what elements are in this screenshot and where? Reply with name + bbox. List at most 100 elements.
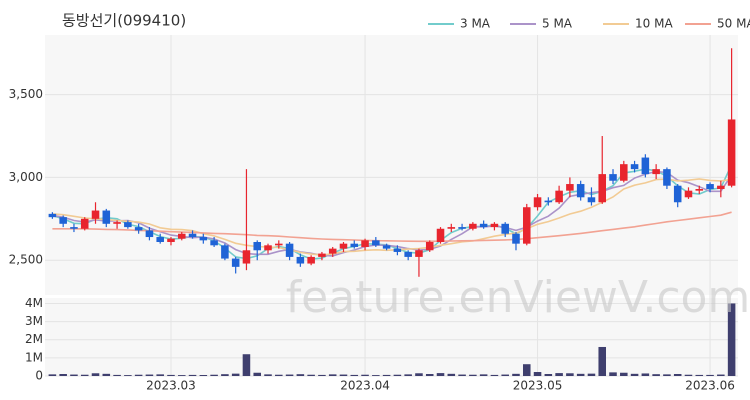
candle-body <box>339 243 348 249</box>
volume-bar <box>275 374 283 376</box>
volume-bar <box>210 374 218 376</box>
chart-title: 동방선기(099410) <box>62 12 186 30</box>
volume-panel <box>45 298 738 376</box>
candle-body <box>641 157 650 175</box>
candle-body <box>522 207 531 244</box>
volume-bar <box>242 354 251 376</box>
volume-bar <box>717 374 725 376</box>
volume-bar <box>415 373 423 376</box>
volume-bar <box>469 374 477 376</box>
candle-body <box>404 251 412 257</box>
volume-bar <box>425 374 434 376</box>
volume-bar <box>102 373 111 376</box>
candle-body <box>296 256 305 264</box>
candle-body <box>533 197 542 208</box>
candle-body <box>264 245 272 251</box>
candle-body <box>124 222 132 228</box>
volume-bar <box>706 374 714 376</box>
y-tick-label: 2M <box>25 332 43 346</box>
volume-bar <box>447 373 456 376</box>
candle-body <box>113 222 121 224</box>
volume-bar <box>727 303 736 376</box>
candle-body <box>587 197 596 203</box>
candle-body <box>350 243 359 247</box>
volume-bar <box>372 375 380 376</box>
candle-body <box>436 228 445 243</box>
ma-line <box>52 178 732 256</box>
y-tick-label: 3M <box>25 314 43 328</box>
volume-bar <box>587 373 596 376</box>
volume-bar <box>479 374 488 376</box>
legend-label: 3 MA <box>460 17 491 31</box>
candle-body <box>695 189 704 191</box>
candle-body <box>59 217 67 224</box>
candle-body <box>609 174 617 181</box>
candle-body <box>188 233 197 238</box>
volume-bar <box>307 374 315 376</box>
volume-bar <box>522 364 531 376</box>
candle-body <box>447 227 456 229</box>
legend-label: 5 MA <box>542 17 573 31</box>
volume-bar <box>80 374 89 376</box>
volume-bar <box>641 373 650 376</box>
candle-body <box>382 245 391 249</box>
volume-bar <box>436 373 445 376</box>
candle-body <box>242 250 251 264</box>
candle-body <box>91 210 100 219</box>
volume-bar <box>361 374 369 376</box>
candle-body <box>620 164 628 181</box>
ma-line <box>52 211 732 243</box>
volume-bar <box>458 374 466 376</box>
candle-body <box>684 190 693 198</box>
candle-body <box>544 200 553 203</box>
candle-body <box>328 248 337 254</box>
volume-bar <box>576 373 585 376</box>
candle-body <box>469 223 477 229</box>
candle-body <box>145 230 154 238</box>
candle-body <box>80 218 89 229</box>
candle-body <box>156 237 164 243</box>
volume-bar <box>296 374 305 376</box>
volume-bar <box>533 372 542 376</box>
volume-bar <box>285 374 294 376</box>
candle-body <box>727 119 736 186</box>
candle-body <box>253 242 262 251</box>
x-tick-label: 2023.05 <box>513 379 563 393</box>
y-tick-label: 3,500 <box>9 87 43 101</box>
volume-bar <box>231 373 240 376</box>
y-tick-label: 4M <box>25 296 43 310</box>
candle-body <box>102 210 111 224</box>
candle-body <box>221 245 229 259</box>
volume-bar <box>264 374 272 376</box>
candle-body <box>177 233 186 239</box>
candle-body <box>393 248 402 252</box>
candle-body <box>372 240 380 246</box>
volume-bar <box>124 375 132 376</box>
volume-bar <box>199 375 208 376</box>
volume-bar <box>620 372 628 376</box>
candle-body <box>630 164 639 170</box>
ma-line <box>52 170 733 257</box>
candle-body <box>48 213 57 218</box>
candle-body <box>275 243 283 246</box>
volume-bar <box>221 374 229 376</box>
volume-bar <box>145 374 154 376</box>
volume-bar <box>167 374 175 376</box>
volume-bar <box>501 374 509 376</box>
x-tick-label: 2023.03 <box>146 379 196 393</box>
volume-bar <box>684 374 693 376</box>
volume-bar <box>350 374 359 376</box>
volume-bar <box>652 374 660 376</box>
volume-bar <box>382 374 391 376</box>
y-tick-label: 2,500 <box>9 253 43 267</box>
volume-bar <box>404 374 412 376</box>
volume-bar <box>663 374 671 376</box>
candle-body <box>415 250 423 257</box>
volume-bar <box>318 374 326 376</box>
candle-body <box>598 174 607 203</box>
volume-bar <box>544 374 553 376</box>
volume-bar <box>630 373 639 376</box>
watermark: feature.enViewV.com <box>286 272 750 323</box>
candle-body <box>285 243 294 257</box>
